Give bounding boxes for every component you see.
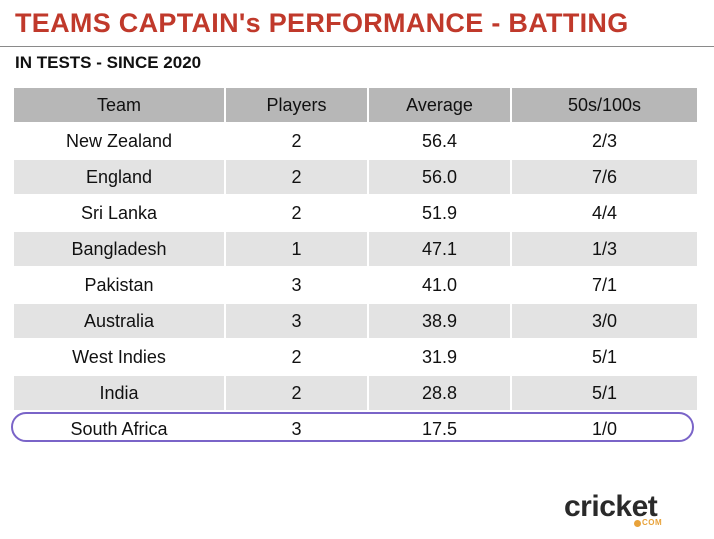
table-header-row: Team Players Average 50s/100s: [14, 88, 697, 122]
chart-subtitle: IN TESTS - SINCE 2020: [15, 53, 202, 72]
column-header-players: Players: [224, 88, 367, 122]
cell-fifties-hundreds: 3/0: [510, 304, 697, 338]
cell-team: England: [14, 160, 224, 194]
table-row: West Indies 2 31.9 5/1: [14, 338, 697, 374]
table-body: New Zealand 2 56.4 2/3 England 2 56.0 7/6 Sri La…: [11, 122, 697, 446]
cell-average: 51.9: [367, 196, 510, 230]
cell-average: 31.9: [367, 340, 510, 374]
cell-average: 47.1: [367, 232, 510, 266]
cricket-com-logo: cricket COM: [564, 490, 684, 530]
chart-title: TEAMS CAPTAIN's PERFORMANCE - BATTING: [15, 8, 629, 38]
cell-average: 41.0: [367, 268, 510, 302]
table-row: Bangladesh 1 47.1 1/3: [14, 230, 697, 266]
cell-players: 2: [224, 376, 367, 410]
cell-team: West Indies: [14, 340, 224, 374]
cell-players: 2: [224, 340, 367, 374]
cell-players: 3: [224, 412, 367, 446]
table-row: New Zealand 2 56.4 2/3: [14, 122, 697, 158]
cell-fifties-hundreds: 5/1: [510, 376, 697, 410]
cell-fifties-hundreds: 7/6: [510, 160, 697, 194]
cell-fifties-hundreds: 7/1: [510, 268, 697, 302]
logo-dot-icon: [634, 520, 641, 527]
cell-team: South Africa: [14, 412, 224, 446]
cell-team: Pakistan: [14, 268, 224, 302]
stats-table: Team Players Average 50s/100s New Zealan…: [11, 88, 697, 446]
cell-fifties-hundreds: 4/4: [510, 196, 697, 230]
cell-players: 2: [224, 196, 367, 230]
cell-players: 3: [224, 304, 367, 338]
cell-fifties-hundreds: 5/1: [510, 340, 697, 374]
table-row: Sri Lanka 2 51.9 4/4: [14, 194, 697, 230]
cell-players: 2: [224, 160, 367, 194]
cell-average: 56.0: [367, 160, 510, 194]
table-row: Australia 3 38.9 3/0: [14, 302, 697, 338]
cell-players: 3: [224, 268, 367, 302]
cell-players: 1: [224, 232, 367, 266]
cell-fifties-hundreds: 1/3: [510, 232, 697, 266]
cell-fifties-hundreds: 2/3: [510, 124, 697, 158]
column-header-average: Average: [367, 88, 510, 122]
title-divider: [0, 46, 714, 47]
cell-team: New Zealand: [14, 124, 224, 158]
cell-team: Sri Lanka: [14, 196, 224, 230]
cell-team: Australia: [14, 304, 224, 338]
table-row: India 2 28.8 5/1: [14, 374, 697, 410]
table-row: Pakistan 3 41.0 7/1: [14, 266, 697, 302]
column-header-fifties-hundreds: 50s/100s: [510, 88, 697, 122]
logo-subtext: COM: [642, 518, 663, 527]
logo-wordmark: cricket: [564, 490, 658, 523]
column-header-team: Team: [14, 88, 224, 122]
table-row: England 2 56.0 7/6: [14, 158, 697, 194]
cell-average: 28.8: [367, 376, 510, 410]
cell-fifties-hundreds: 1/0: [510, 412, 697, 446]
cell-average: 17.5: [367, 412, 510, 446]
cell-team: India: [14, 376, 224, 410]
cell-average: 38.9: [367, 304, 510, 338]
cell-average: 56.4: [367, 124, 510, 158]
cell-team: Bangladesh: [14, 232, 224, 266]
cell-players: 2: [224, 124, 367, 158]
table-row: South Africa 3 17.5 1/0: [11, 410, 697, 446]
